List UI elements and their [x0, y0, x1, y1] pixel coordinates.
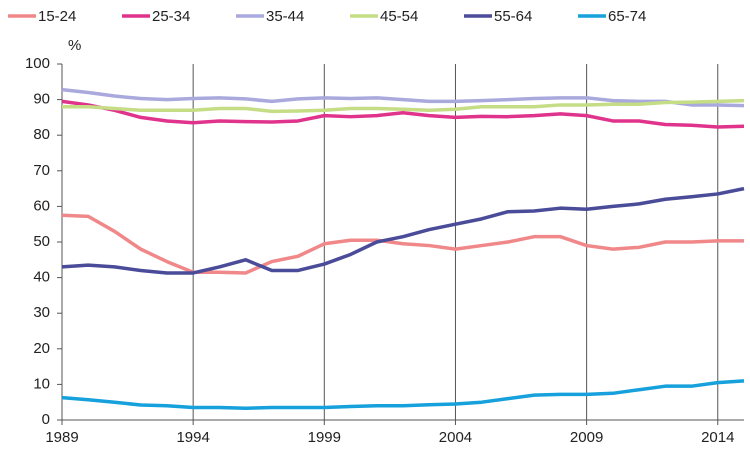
- y-tick-label: 10: [33, 375, 50, 392]
- series-line: [61, 213, 744, 275]
- y-tick-label: 70: [33, 162, 50, 179]
- y-tick-label: 90: [33, 91, 50, 108]
- y-axis-label: %: [68, 37, 81, 54]
- x-tick-label: 2014: [701, 429, 734, 446]
- legend-label: 35-44: [266, 8, 304, 25]
- x-tick-label: 1994: [176, 429, 209, 446]
- series-line: [61, 379, 745, 411]
- y-tick-label: 0: [42, 411, 50, 428]
- y-tick-label: 50: [33, 233, 50, 250]
- x-tick-label: 2004: [439, 429, 472, 446]
- series-line: [61, 186, 745, 275]
- y-tick-label: 80: [33, 126, 50, 143]
- legend-label: 55-64: [494, 8, 532, 25]
- x-tick-label: 1989: [45, 429, 78, 446]
- legend-label: 65-74: [608, 8, 646, 25]
- series-line: [61, 87, 745, 108]
- x-tick-label: 2009: [570, 429, 603, 446]
- y-tick-label: 20: [33, 340, 50, 357]
- legend-label: 15-24: [38, 8, 76, 25]
- legend-label: 45-54: [380, 8, 418, 25]
- legend-label: 25-34: [152, 8, 190, 25]
- y-tick-label: 100: [25, 55, 50, 72]
- series-line: [62, 98, 745, 114]
- y-tick-label: 40: [33, 269, 50, 286]
- series-line: [61, 99, 745, 129]
- x-tick-label: 1999: [308, 429, 341, 446]
- y-tick-label: 30: [33, 304, 50, 321]
- y-tick-label: 60: [33, 197, 50, 214]
